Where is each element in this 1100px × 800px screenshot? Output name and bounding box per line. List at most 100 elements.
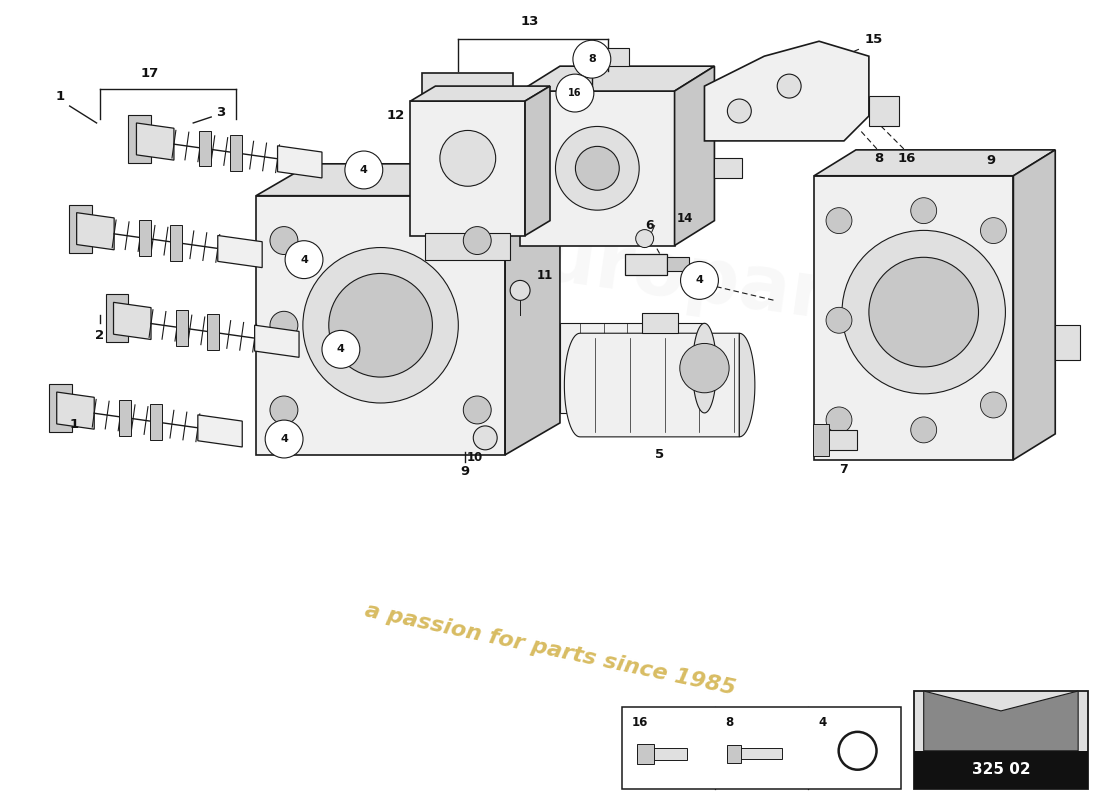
Circle shape [826,208,851,234]
Polygon shape [674,66,714,246]
Circle shape [463,226,492,254]
Polygon shape [564,334,739,437]
FancyBboxPatch shape [869,96,899,126]
FancyBboxPatch shape [170,225,183,261]
FancyBboxPatch shape [637,748,686,760]
FancyBboxPatch shape [176,310,188,346]
FancyBboxPatch shape [422,73,513,101]
Text: 15: 15 [865,33,883,46]
Circle shape [980,218,1006,243]
Circle shape [270,311,298,339]
Text: 5: 5 [656,448,664,462]
FancyBboxPatch shape [151,404,163,440]
Polygon shape [1013,150,1055,460]
Text: 9: 9 [986,154,996,167]
Polygon shape [113,302,151,339]
Circle shape [285,241,323,278]
Polygon shape [410,86,550,101]
Circle shape [302,247,459,403]
Text: 1: 1 [55,90,64,102]
Circle shape [556,74,594,112]
FancyBboxPatch shape [410,101,525,235]
Circle shape [727,99,751,123]
FancyBboxPatch shape [119,400,131,435]
Circle shape [842,230,1005,394]
Circle shape [680,343,729,393]
Circle shape [510,281,530,300]
FancyBboxPatch shape [230,135,242,171]
Circle shape [826,407,851,433]
Circle shape [556,126,639,210]
Text: 16: 16 [569,88,582,98]
Circle shape [575,146,619,190]
Text: 6: 6 [646,219,654,232]
Text: 8: 8 [874,152,883,166]
Text: 4: 4 [695,275,703,286]
Circle shape [778,74,801,98]
Text: 1: 1 [69,418,78,431]
Text: 12: 12 [386,110,405,122]
Polygon shape [256,164,560,196]
FancyBboxPatch shape [140,220,151,256]
Polygon shape [924,691,1078,750]
FancyBboxPatch shape [199,130,211,166]
Text: 8: 8 [726,716,734,730]
Circle shape [440,130,496,186]
Text: 4: 4 [300,254,308,265]
Polygon shape [704,42,869,141]
Circle shape [270,396,298,424]
Text: 4: 4 [337,344,344,354]
Text: 14: 14 [676,212,693,225]
FancyBboxPatch shape [667,258,689,271]
FancyBboxPatch shape [914,750,1088,789]
Text: Europarts: Europarts [485,214,914,346]
Text: 10: 10 [468,451,483,464]
Polygon shape [525,86,550,235]
Polygon shape [739,334,755,437]
Text: 2: 2 [95,329,104,342]
Polygon shape [520,91,674,246]
Circle shape [826,307,851,334]
Polygon shape [560,323,704,413]
Polygon shape [68,205,91,253]
FancyBboxPatch shape [625,254,667,275]
Text: 16: 16 [898,152,916,166]
Polygon shape [693,323,716,413]
Circle shape [980,392,1006,418]
Polygon shape [256,196,505,455]
Text: 16: 16 [631,716,648,730]
Text: 13: 13 [521,15,539,28]
Polygon shape [814,176,1013,460]
Text: 7: 7 [839,463,848,476]
FancyBboxPatch shape [820,430,857,450]
FancyBboxPatch shape [207,314,219,350]
Circle shape [265,420,302,458]
Text: 8: 8 [588,54,596,64]
Circle shape [322,330,360,368]
Polygon shape [106,294,129,342]
Polygon shape [136,123,174,160]
FancyBboxPatch shape [727,745,740,762]
Circle shape [911,198,937,224]
Text: 4: 4 [280,434,288,444]
Circle shape [345,151,383,189]
Circle shape [329,274,432,377]
Text: 9: 9 [461,466,470,478]
Polygon shape [254,325,299,358]
Text: 11: 11 [537,269,553,282]
FancyBboxPatch shape [594,48,629,66]
Circle shape [270,226,298,254]
Circle shape [869,258,979,367]
FancyBboxPatch shape [641,314,678,334]
Circle shape [838,732,877,770]
Circle shape [636,230,653,247]
Circle shape [473,426,497,450]
Polygon shape [814,150,1055,176]
Text: 4: 4 [360,165,367,175]
Text: a passion for parts since 1985: a passion for parts since 1985 [363,600,737,698]
Circle shape [681,262,718,299]
FancyBboxPatch shape [914,691,1088,789]
FancyBboxPatch shape [1055,326,1080,360]
FancyBboxPatch shape [621,707,901,789]
Polygon shape [505,164,560,455]
